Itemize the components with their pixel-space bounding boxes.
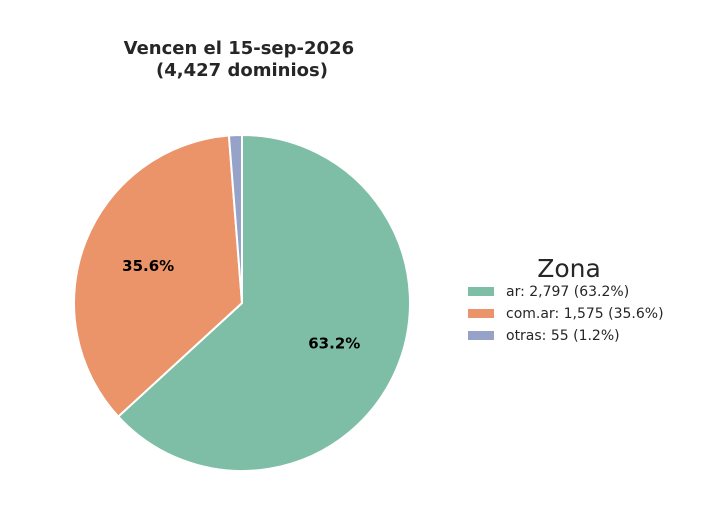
chart-title-line-1: Vencen el 15-sep-2026 [124,38,354,59]
legend-swatch [468,309,494,318]
pie-slices [73,133,411,472]
slice-percent-label: 35.6% [122,257,174,275]
legend-swatch [468,331,494,340]
legend-label: com.ar: 1,575 (35.6%) [506,306,664,322]
chart-title-line-2: (4,427 dominios) [156,60,328,81]
slice-percent-label: 63.2% [308,335,360,353]
legend: Zona ar: 2,797 (63.2%) com.ar: 1,575 (35.… [468,254,664,344]
pie-slice-labels: 63.2% 35.6% [122,257,360,352]
legend-label: ar: 2,797 (63.2%) [506,284,629,300]
legend-swatch [468,287,494,296]
pie-slice-com-ar [73,134,244,419]
legend-items: ar: 2,797 (63.2%) com.ar: 1,575 (35.6%) ot… [468,284,664,344]
pie-slice-ar [116,133,411,472]
pie-slice-otras [227,133,243,304]
legend-title: Zona [537,254,601,283]
legend-label: otras: 55 (1.2%) [506,328,620,344]
chart-title: Vencen el 15-sep-2026 (4,427 dominios) [124,38,361,81]
